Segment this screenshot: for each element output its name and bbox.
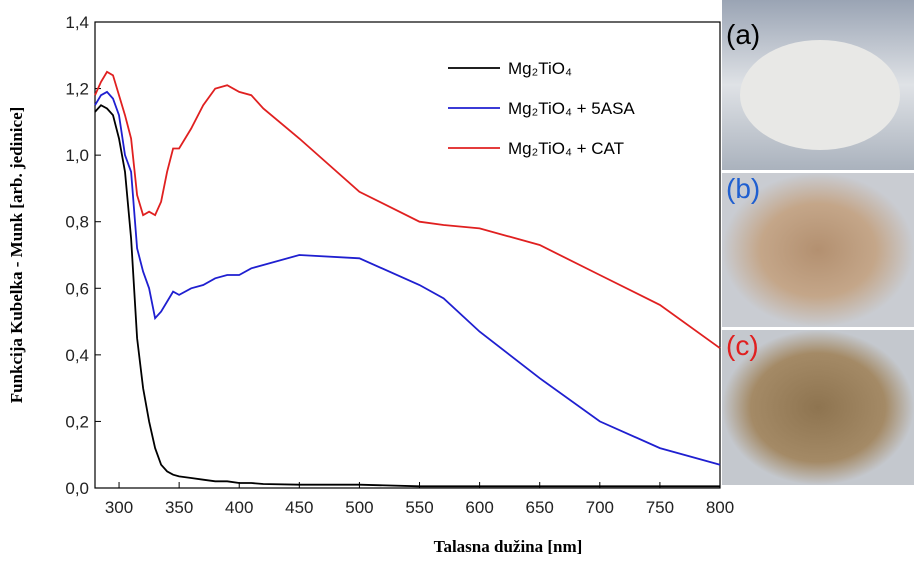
photo-label: (c) bbox=[726, 330, 759, 361]
series-line bbox=[94, 70, 721, 349]
legend-label: Mg₂TiO₄ bbox=[508, 59, 572, 78]
photo-label: (b) bbox=[726, 173, 760, 204]
x-tick-label: 700 bbox=[586, 498, 614, 517]
legend-label: Mg₂TiO₄ + 5ASA bbox=[508, 99, 635, 118]
photo-label: (a) bbox=[726, 19, 760, 50]
powder bbox=[740, 40, 900, 150]
photo bbox=[722, 330, 914, 485]
x-tick-label: 600 bbox=[465, 498, 493, 517]
y-tick-label: 0,6 bbox=[65, 279, 89, 298]
x-tick-label: 400 bbox=[225, 498, 253, 517]
x-tick-label: 800 bbox=[706, 498, 734, 517]
x-tick-label: 650 bbox=[526, 498, 554, 517]
y-tick-label: 0,0 bbox=[65, 479, 89, 498]
y-tick-label: 1,4 bbox=[65, 13, 89, 32]
plot-frame bbox=[94, 21, 721, 489]
x-tick-label: 450 bbox=[285, 498, 313, 517]
y-tick-label: 0,2 bbox=[65, 412, 89, 431]
y-tick-label: 1,2 bbox=[65, 80, 89, 99]
y-tick-label: 1,0 bbox=[65, 146, 89, 165]
x-tick-label: 300 bbox=[105, 498, 133, 517]
x-tick-label: 550 bbox=[405, 498, 433, 517]
photo bbox=[722, 173, 914, 327]
x-tick-label: 500 bbox=[345, 498, 373, 517]
y-axis-label: Funkcija Kubelka - Munk [arb. jedinice] bbox=[7, 107, 26, 404]
legend-label: Mg₂TiO₄ + CAT bbox=[508, 139, 624, 158]
y-tick-label: 0,8 bbox=[65, 213, 89, 232]
x-tick-label: 750 bbox=[646, 498, 674, 517]
x-axis-label: Talasna dužina [nm] bbox=[434, 537, 583, 556]
series-line bbox=[94, 104, 720, 488]
series-line bbox=[94, 90, 721, 466]
x-tick-label: 350 bbox=[165, 498, 193, 517]
y-tick-label: 0,4 bbox=[65, 346, 89, 365]
